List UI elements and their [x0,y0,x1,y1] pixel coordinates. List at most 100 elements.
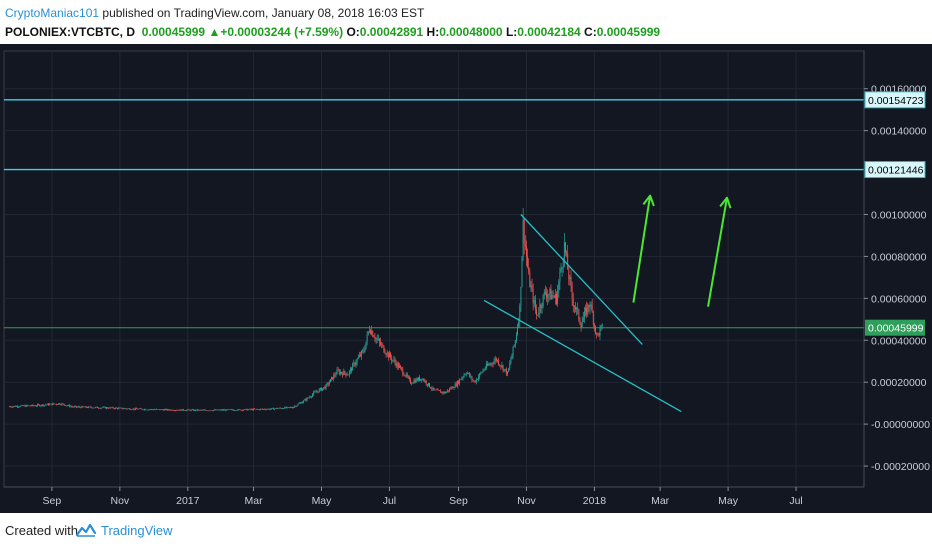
candle [92,407,94,409]
candle [151,408,153,411]
x-tick-label: Mar [244,495,263,507]
candle-body [569,277,571,280]
candle-body [577,307,579,310]
candle-body [556,293,557,305]
candle [505,367,507,377]
candle-body [91,407,93,409]
candle [409,375,410,382]
created-with-label: Created with [5,523,78,538]
candle [345,373,347,378]
tradingview-logo-icon[interactable] [76,522,96,538]
candle [32,404,34,407]
candle-body [107,407,109,409]
candle-body [84,406,86,408]
candle [413,378,415,385]
candle-body [480,372,482,374]
candle [119,407,121,409]
candle-body [96,406,97,408]
candle-body [138,408,140,410]
author-link[interactable]: CryptoManiac101 [5,6,100,20]
candle-body [317,391,319,393]
y-tick-label: -0.00020000 [871,461,930,473]
candle-body [87,407,88,409]
candle-body [356,358,358,363]
candle [289,406,291,409]
candle [122,407,124,410]
candle-body [431,388,433,390]
candle [559,267,561,290]
candle-body [101,407,103,409]
candle-body [446,390,448,392]
candle-body [487,363,488,366]
candle [299,401,301,405]
candle [536,304,537,320]
candle [321,387,322,391]
candle [533,296,535,308]
candle [70,405,72,408]
candle [71,405,73,408]
price-chart[interactable]: 0.001600000.001400000.001000000.00080000… [0,44,932,513]
candle-body [157,409,159,410]
candle-body [111,407,113,408]
candle-body [224,409,226,411]
candle-body [171,409,173,411]
candle [383,345,385,353]
candle-body [170,409,172,411]
candle [337,367,339,372]
candle-body [550,289,552,300]
candle [324,385,326,390]
candle-body [231,409,233,411]
candle-body [221,409,223,411]
candle [279,407,281,409]
candle [456,380,458,389]
candle [358,351,360,358]
candle [267,408,269,410]
candle [9,405,11,408]
candle-body [197,409,199,411]
candle [12,406,14,408]
candle-body [128,408,130,410]
candle-body [127,408,129,410]
candle [59,402,61,405]
candle-body [276,408,278,409]
candle [416,377,418,382]
tradingview-link[interactable]: TradingView [101,523,173,538]
candle [580,322,582,332]
candle [35,404,37,407]
candle-body [380,342,381,345]
candle [80,406,82,409]
candle [315,389,317,393]
candle-body [240,409,242,411]
candle-body [343,370,345,376]
candle-body [411,383,413,384]
candle [53,403,55,405]
symbol-label[interactable]: POLONIEX:VTCBTC, D [5,25,136,39]
candle-body [130,409,132,411]
candle [90,405,92,409]
candle-body [297,403,299,406]
candle-body [307,397,309,399]
candle [15,405,17,407]
candle [519,303,521,329]
candle-body [275,408,277,409]
candle [293,406,295,409]
candle-body [523,219,525,244]
candle [588,304,590,313]
candle-body [345,373,347,376]
candle [333,372,335,382]
candle [170,409,172,411]
candle [204,409,205,411]
candle [380,337,381,347]
candle [150,408,152,411]
candle-body [319,387,321,390]
candle [341,371,342,375]
candle-body [202,409,204,411]
candle [102,406,104,409]
candle [390,351,392,360]
candle [547,289,549,306]
candle [440,388,442,393]
candle [124,408,126,410]
candle [353,359,355,367]
candle-body [347,374,349,376]
candle-body [430,387,432,389]
